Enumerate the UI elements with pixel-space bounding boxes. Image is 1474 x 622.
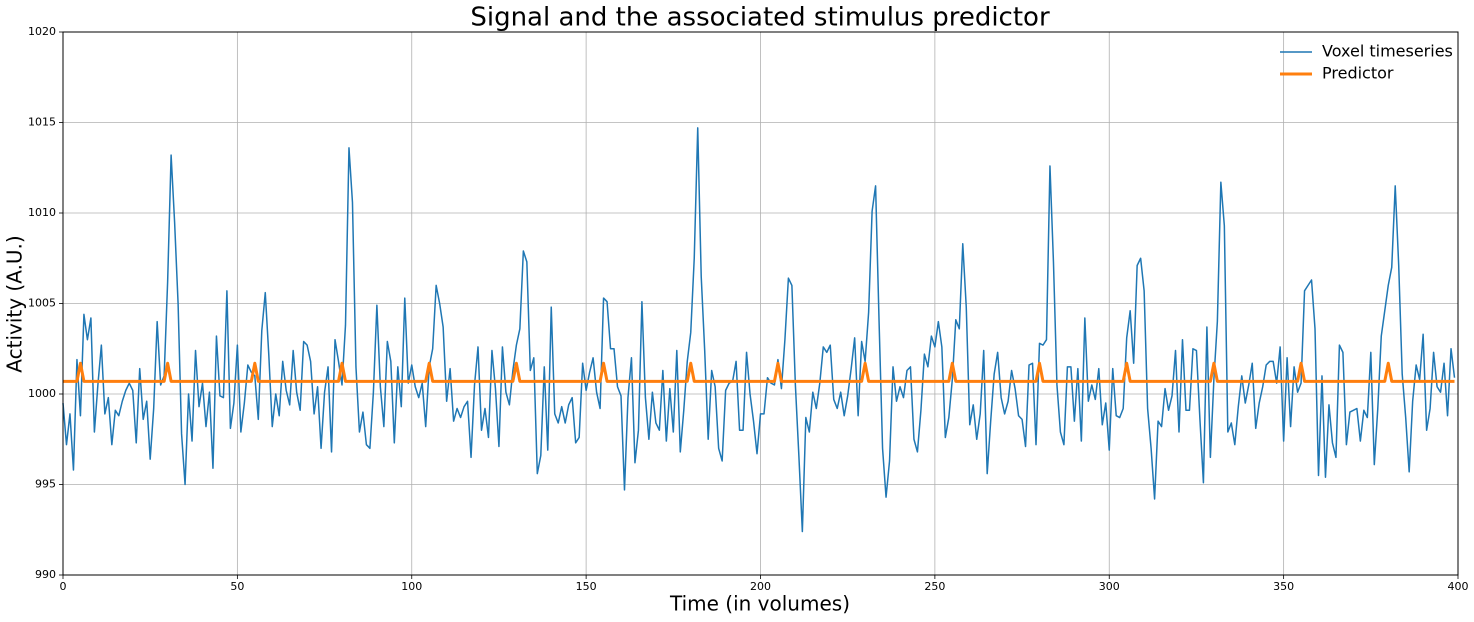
x-tick-label: 250 (924, 580, 945, 593)
y-tick-label: 990 (35, 568, 56, 581)
x-tick-label: 50 (230, 580, 244, 593)
series-line (62, 127, 1456, 533)
y-tick-label: 1005 (28, 297, 56, 310)
x-tick-label: 150 (576, 580, 597, 593)
x-tick-label: 100 (401, 580, 422, 593)
chart-title: Signal and the associated stimulus predi… (470, 3, 1050, 33)
x-tick-label: 350 (1273, 580, 1294, 593)
y-tick-label: 1015 (28, 116, 56, 129)
y-tick-label: 1010 (28, 206, 56, 219)
series-line (63, 361, 1455, 383)
x-tick-label: 400 (1448, 580, 1469, 593)
y-axis-label: Activity (A.U.) (3, 235, 27, 372)
legend-label: Predictor (1322, 64, 1394, 83)
y-tick-label: 1020 (28, 25, 56, 38)
legend-label: Voxel timeseries (1322, 42, 1453, 61)
x-tick-label: 300 (1099, 580, 1120, 593)
plot-frame (62, 31, 1459, 576)
x-axis-label: Time (in volumes) (669, 592, 850, 616)
y-tick-label: 995 (35, 478, 56, 491)
x-tick-label: 0 (60, 580, 67, 593)
y-tick-label: 1000 (28, 387, 56, 400)
x-tick-label: 200 (750, 580, 771, 593)
